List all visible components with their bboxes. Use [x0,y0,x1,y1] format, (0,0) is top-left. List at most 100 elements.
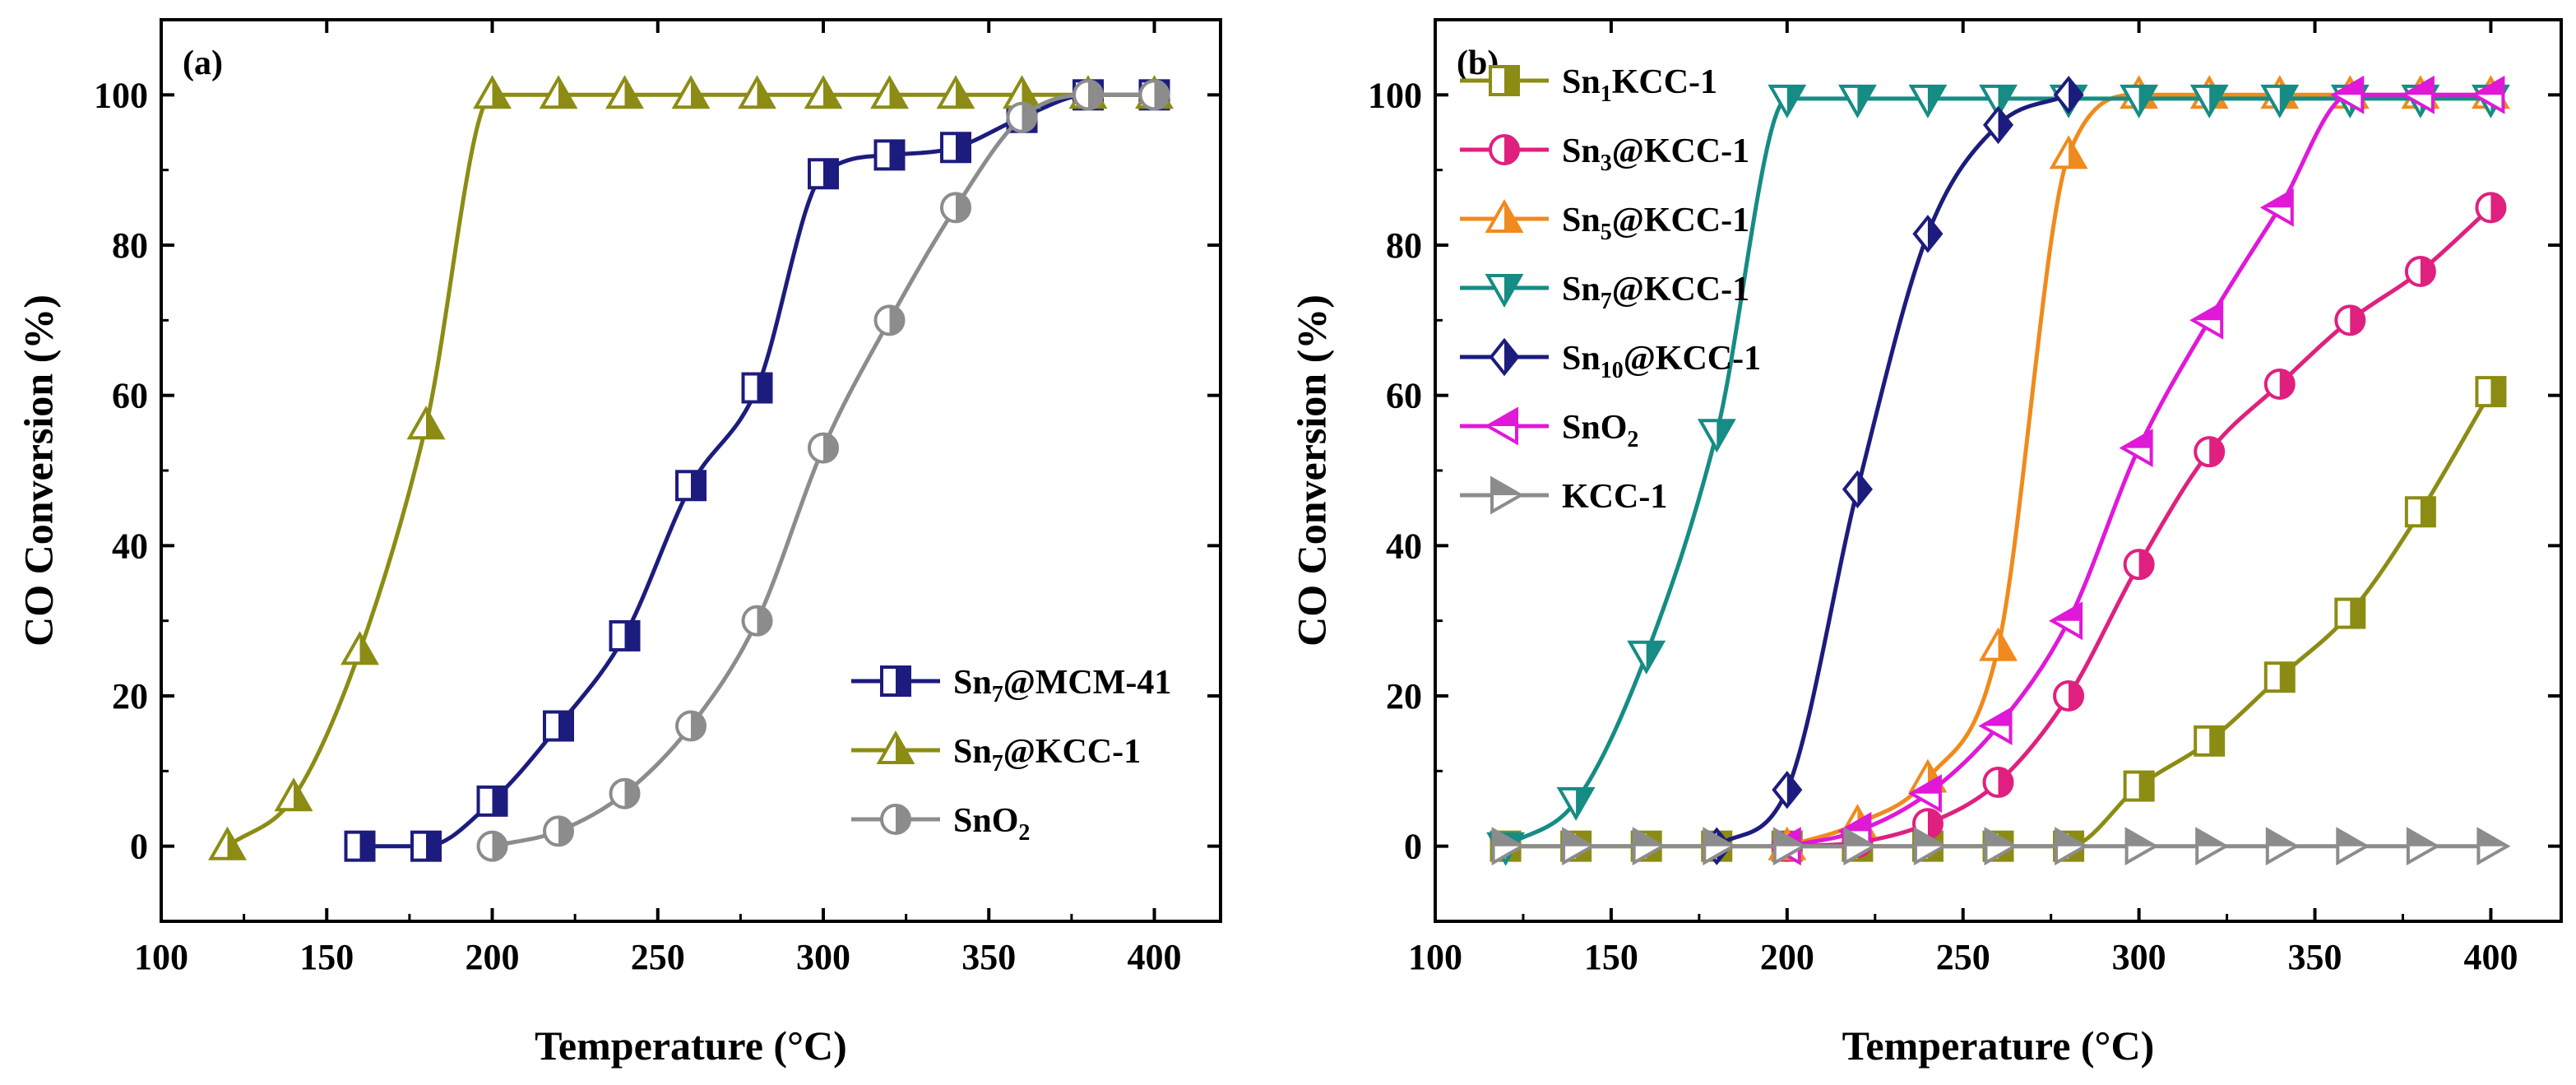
legend-label-main: SnO [953,802,1018,840]
data-point-sn7-kcc-1-180 [1697,419,1736,453]
y-tick-label: 20 [112,676,148,716]
x-tick-label: 350 [2288,937,2342,977]
x-tick-label: 200 [466,937,520,977]
series-sn3-kcc-1 [1771,192,2507,862]
data-point-sn7-kcc-1-300 [2120,84,2159,118]
data-point-sn5-kcc-1-280 [2049,135,2088,169]
x-tick-label: 300 [2112,937,2166,977]
legend-label: Sn10@KCC-1 [1562,340,1761,383]
data-point-sn7-kcc-1-260 [1979,84,2018,118]
data-point-sn7-kcc-1-300 [804,75,843,109]
legend-label-rest: KCC-1 [1612,63,1717,101]
series-line-sn5-kcc-1 [1786,92,2491,849]
data-point-sn1kcc-1-320 [2194,725,2226,757]
legend-marker [876,730,915,764]
legend-marker [1490,475,1525,515]
data-point-sn7-mcm-41-340 [940,132,971,164]
data-point-sno2-400 [1138,79,1170,111]
data-point-sn1kcc-1-300 [2123,770,2155,802]
data-point-sn1kcc-1-380 [2404,496,2436,528]
y-tick-label: 80 [112,225,148,266]
y-axis-title: CO Conversion (%) [1288,294,1334,647]
series-line-sn3-kcc-1 [1786,206,2493,849]
y-tick-label: 0 [1404,827,1422,867]
data-point-sn10-kcc-1-200 [1772,770,1803,809]
data-point-kcc-1-340 [2265,827,2300,866]
data-point-sn7-mcm-41-240 [609,619,641,651]
data-point-sn3-kcc-1-260 [1982,767,2014,799]
data-point-kcc-1-240 [1913,827,1948,866]
legend-label-subscript: 2 [1018,820,1030,846]
x-tick-label: 300 [796,937,850,977]
x-axis-title: Temperature (°C) [1842,1022,2155,1069]
data-point-sno2-340 [2259,188,2294,227]
legend-label: Sn7@KCC-1 [953,733,1141,777]
x-tick-label: 400 [2463,937,2518,977]
data-point-sno2-200 [476,830,508,862]
data-point-sn10-kcc-1-280 [2053,76,2084,114]
y-tick-label: 0 [130,827,148,867]
legend-label: Sn3@KCC-1 [1562,132,1749,176]
data-point-sn3-kcc-1-360 [2334,304,2366,336]
legend-item-sn3-kcc-1: Sn3@KCC-1 [1460,132,1749,176]
x-axis-title: Temperature (°C) [535,1022,847,1069]
legend-label-rest: @KCC-1 [1612,271,1749,308]
data-point-sno2-220 [543,815,574,847]
legend-label-rest: @KCC-1 [1624,340,1761,378]
data-point-sn7-kcc-1-140 [274,777,313,812]
legend-marker [1489,134,1520,165]
data-point-sno2-240 [609,777,641,809]
data-point-sno2-400 [2471,75,2505,114]
legend-marker [1485,274,1524,308]
data-point-sno2-240 [1907,774,1942,814]
series-line-sn10-kcc-1 [1715,92,2070,848]
legend-label-subscript: 5 [1601,220,1612,245]
legend-label-rest: @KCC-1 [1003,733,1141,771]
legend-label-rest: @KCC-1 [1612,202,1749,239]
y-tick-label: 20 [1386,676,1422,716]
data-point-sn10-kcc-1-240 [1912,215,1944,253]
data-point-sno2-260 [1978,707,2013,745]
legend-label-rest: @MCM-41 [1003,664,1172,702]
data-point-sn7-kcc-1-340 [936,75,975,109]
legend-item-sn1kcc-1: Sn1KCC-1 [1460,63,1717,107]
series-line-sno2 [1786,92,2491,849]
data-point-sn1kcc-1-400 [2475,376,2507,408]
data-point-sn7-mcm-41-180 [410,830,442,862]
data-point-sn7-kcc-1-200 [1768,84,1807,118]
legend-label-main: Sn [1562,63,1601,101]
data-point-sn7-kcc-1-120 [208,826,247,860]
legend-label-rest: @KCC-1 [1612,132,1749,170]
legend-label-subscript: 10 [1601,358,1624,383]
panel-label: (a) [183,44,223,82]
y-tick-label: 40 [112,526,148,566]
data-point-sno2-300 [2119,429,2153,468]
data-point-sn3-kcc-1-300 [2123,549,2155,581]
data-point-sn7-mcm-41-200 [476,785,508,817]
data-point-sn7-kcc-1-320 [2189,84,2229,118]
legend-label-main: Sn [1562,202,1601,239]
data-point-kcc-1-280 [2055,827,2089,866]
legend-label-subscript: 1 [1601,81,1612,107]
data-point-sno2-320 [873,304,906,336]
data-point-sn7-kcc-1-200 [473,75,512,109]
legend-label-main: Sn [1562,132,1601,170]
legend-marker [1489,337,1520,377]
data-point-sno2-260 [675,710,707,742]
y-tick-label: 100 [1368,75,1422,115]
legend-item-sno2: SnO2 [851,802,1030,846]
y-axis-title: CO Conversion (%) [15,294,61,647]
data-point-kcc-1-300 [2124,827,2159,866]
x-tick-label: 100 [134,937,188,977]
data-point-sn3-kcc-1-380 [2404,255,2436,287]
data-point-sn7-kcc-1-160 [341,631,379,665]
data-point-sn1kcc-1-340 [2263,661,2296,693]
legend-marker [1485,198,1524,233]
data-point-sn7-mcm-41-320 [873,139,906,171]
data-point-sno2-380 [2400,75,2435,114]
x-tick-label: 250 [631,937,685,977]
legend-label-main: KCC-1 [1562,478,1667,516]
y-tick-label: 60 [1386,376,1422,416]
legend-label-main: Sn [1562,340,1601,378]
